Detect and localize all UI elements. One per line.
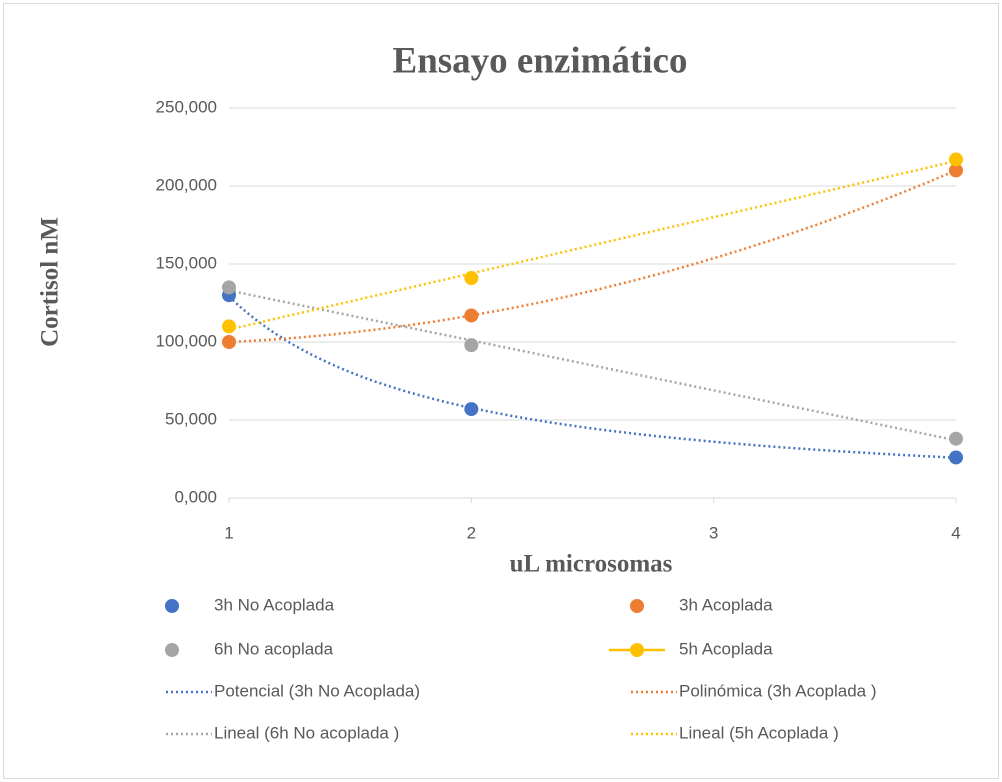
legend-label: Potencial (3h No Acoplada) (214, 681, 420, 700)
chart-border (3, 3, 999, 779)
data-point (464, 308, 479, 323)
legend-marker (165, 599, 179, 613)
data-point (222, 280, 236, 295)
x-tick-label: 1 (224, 523, 233, 542)
trendline (228, 295, 957, 459)
legend-marker (630, 599, 644, 613)
legend-label: 6h No acoplada (214, 639, 334, 658)
legend-label: Lineal (5h Acoplada ) (679, 723, 839, 742)
legend-label: Polinómica (3h Acoplada ) (679, 681, 877, 700)
legend-marker (630, 643, 644, 657)
chart-title: Ensayo enzimático (393, 40, 688, 81)
data-point (464, 271, 479, 286)
x-tick-label: 3 (709, 523, 718, 542)
legend-label: 3h No Acoplada (214, 595, 335, 614)
data-point (464, 338, 479, 353)
trendline (228, 169, 957, 344)
y-tick-label: 200,000 (156, 175, 217, 194)
x-axis-label: uL microsomas (510, 551, 673, 578)
data-point (949, 152, 963, 167)
y-tick-label: 250,000 (156, 97, 217, 116)
x-tick-label: 4 (951, 523, 960, 542)
y-tick-label: 150,000 (156, 253, 217, 272)
data-point (464, 402, 479, 417)
data-point (222, 335, 236, 349)
y-tick-label: 100,000 (156, 331, 217, 350)
legend-marker (165, 643, 179, 657)
y-axis-label: Cortisol nM (37, 217, 64, 347)
legend-label: 5h Acoplada (679, 639, 773, 658)
data-point (949, 450, 963, 465)
legend-label: Lineal (6h No acoplada ) (214, 723, 399, 742)
data-point (949, 163, 963, 178)
trendline (228, 159, 957, 331)
trendline (228, 289, 957, 442)
legend-label: 3h Acoplada (679, 595, 773, 614)
data-point (222, 319, 236, 334)
y-tick-label: 50,000 (165, 409, 217, 428)
data-point (949, 431, 963, 446)
y-tick-label: 0,000 (174, 487, 217, 506)
x-tick-label: 2 (467, 523, 476, 542)
